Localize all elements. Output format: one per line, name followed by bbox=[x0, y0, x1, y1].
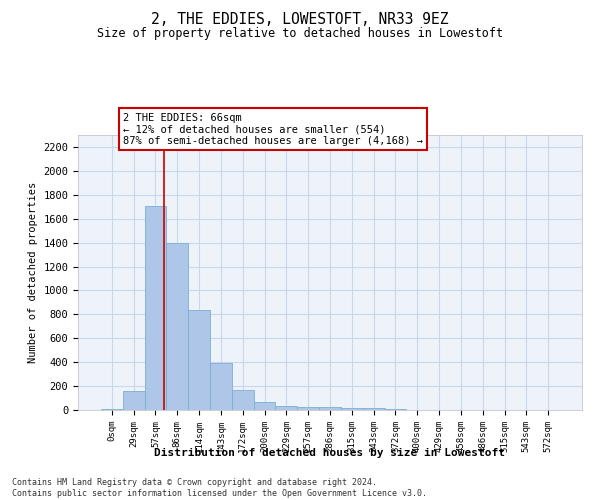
Bar bbox=[166, 242, 188, 410]
Bar bbox=[101, 409, 123, 410]
Bar bbox=[341, 408, 363, 410]
Bar bbox=[123, 392, 145, 410]
Text: 2, THE EDDIES, LOWESTOFT, NR33 9EZ: 2, THE EDDIES, LOWESTOFT, NR33 9EZ bbox=[151, 12, 449, 28]
Bar bbox=[363, 408, 385, 410]
Bar bbox=[188, 310, 210, 410]
Text: 2 THE EDDIES: 66sqm
← 12% of detached houses are smaller (554)
87% of semi-detac: 2 THE EDDIES: 66sqm ← 12% of detached ho… bbox=[123, 112, 423, 146]
Bar bbox=[297, 407, 319, 410]
Bar bbox=[275, 406, 297, 410]
Y-axis label: Number of detached properties: Number of detached properties bbox=[28, 182, 38, 363]
Bar bbox=[319, 407, 341, 410]
Bar bbox=[145, 206, 166, 410]
Text: Size of property relative to detached houses in Lowestoft: Size of property relative to detached ho… bbox=[97, 28, 503, 40]
Text: Distribution of detached houses by size in Lowestoft: Distribution of detached houses by size … bbox=[155, 448, 505, 458]
Bar bbox=[232, 390, 254, 410]
Bar bbox=[210, 364, 232, 410]
Text: Contains HM Land Registry data © Crown copyright and database right 2024.
Contai: Contains HM Land Registry data © Crown c… bbox=[12, 478, 427, 498]
Bar bbox=[254, 402, 275, 410]
